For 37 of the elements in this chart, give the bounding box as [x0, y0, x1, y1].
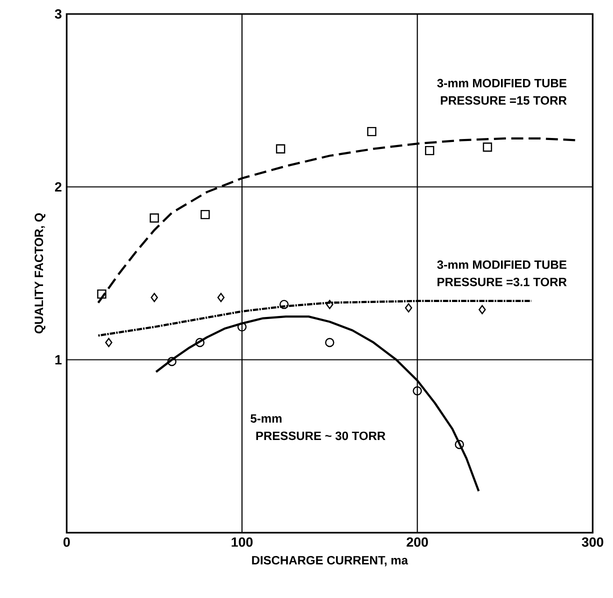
x-tick-label: 100: [232, 537, 253, 547]
x-tick-label: 300: [582, 537, 604, 547]
point: [454, 440, 464, 450]
line-series: [155, 315, 480, 492]
point: [325, 338, 334, 348]
point: [150, 213, 159, 223]
point: [105, 338, 112, 348]
annotation: 3-mm MODIFIED TUBE: [437, 78, 566, 88]
point: [279, 300, 289, 310]
point: [412, 386, 422, 396]
annotation: 5-mm: [250, 414, 282, 423]
point: [367, 126, 376, 136]
line-series: [97, 300, 532, 337]
annotation: 3-mm MODIFIED TUBE: [437, 260, 566, 269]
point: [200, 210, 210, 220]
point: [425, 146, 434, 156]
annotation: PRESSURE =15 TORR: [440, 96, 567, 105]
y-tick-label: 1: [55, 355, 62, 364]
x-tick-label: 0: [63, 537, 70, 547]
point: [478, 305, 486, 314]
point: [217, 292, 225, 302]
line-series: [97, 137, 576, 304]
point: [326, 300, 334, 310]
point: [482, 142, 492, 152]
x-axis-title: DISCHARGE CURRENT, ma: [252, 556, 408, 566]
y-tick-label: 3: [54, 9, 62, 19]
point: [404, 303, 412, 312]
annotation: PRESSURE =3.1 TORR: [438, 278, 567, 286]
point: [150, 292, 158, 302]
point: [97, 289, 106, 299]
x-tick-label: 200: [406, 537, 428, 547]
y-axis-title: QUALITY FACTOR, Q: [34, 213, 46, 334]
y-tick-label: 2: [55, 182, 62, 192]
point: [195, 338, 205, 348]
annotation: PRESSURE ~ 30 TORR: [256, 432, 386, 440]
point: [276, 144, 286, 154]
point: [167, 356, 176, 366]
